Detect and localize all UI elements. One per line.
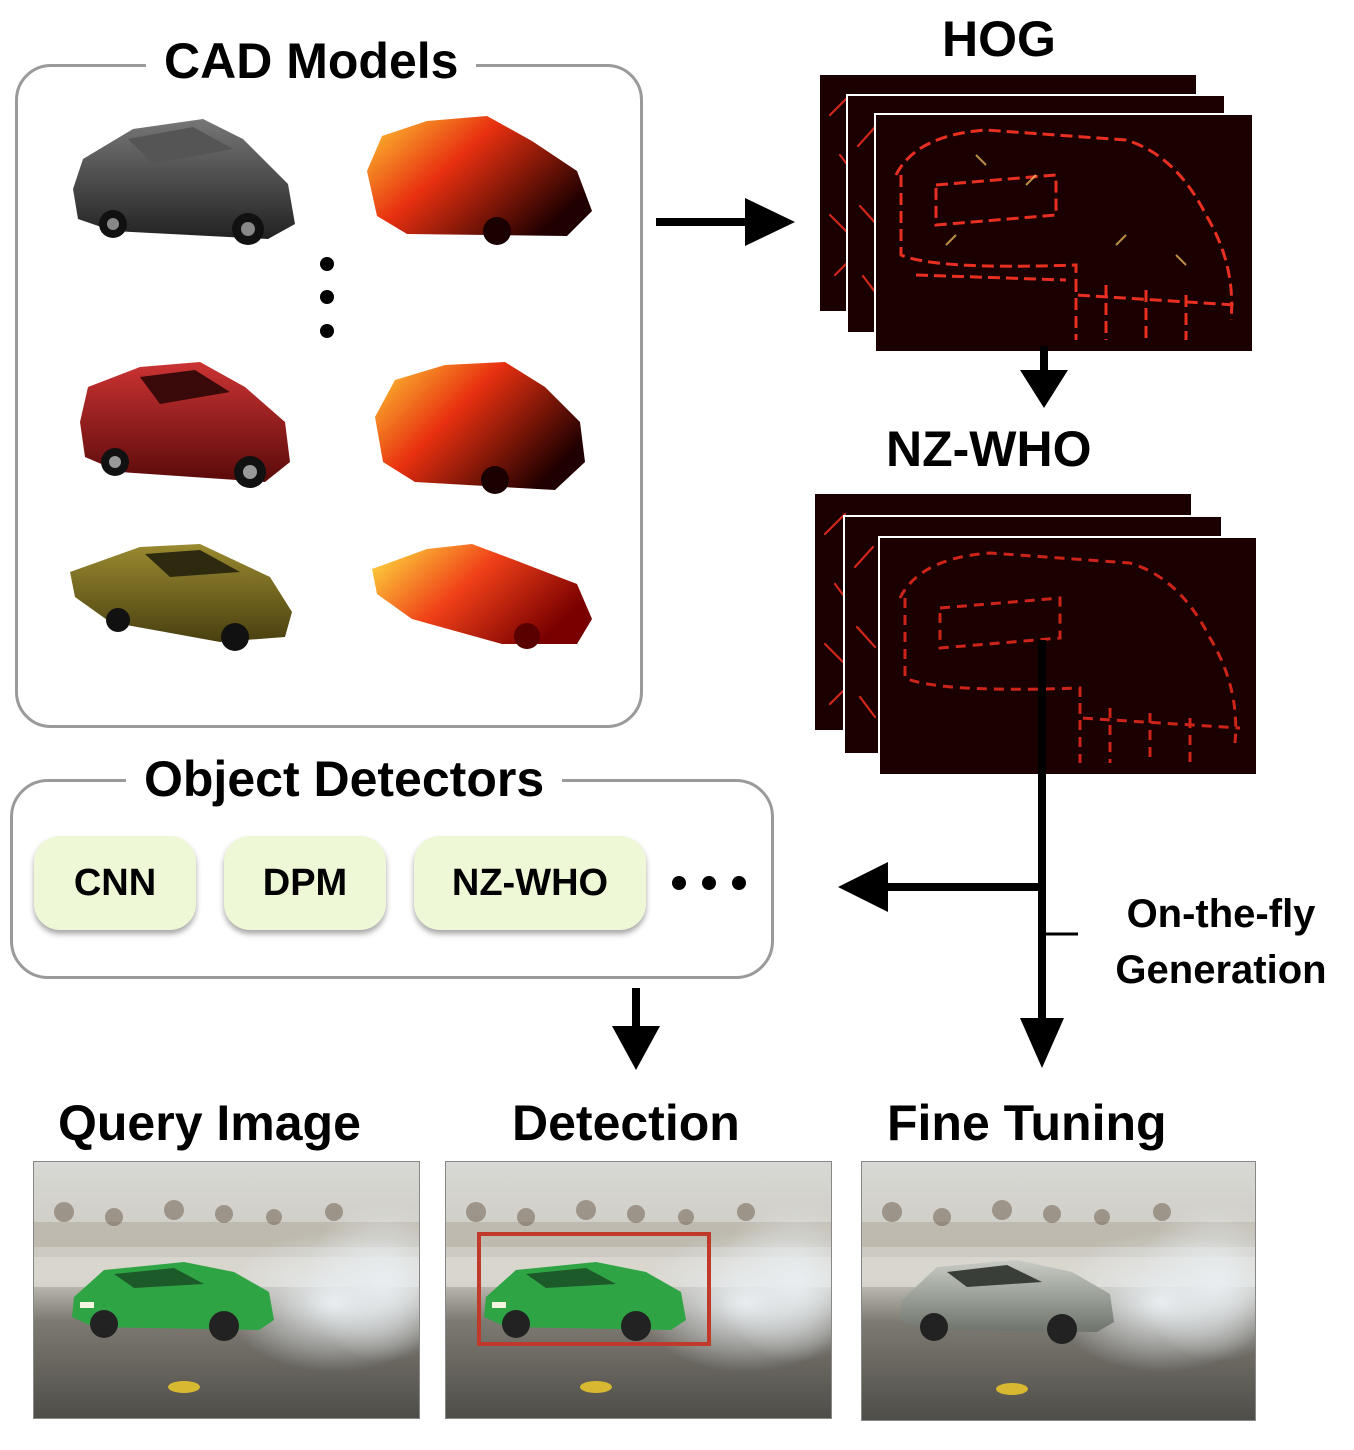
on-the-fly-line1: On-the-fly bbox=[1126, 892, 1316, 936]
detector-dpm: DPM bbox=[224, 836, 386, 930]
object-detectors-title: Object Detectors bbox=[126, 754, 563, 804]
arrow-to-nzwho bbox=[1020, 346, 1068, 408]
hog-title: HOG bbox=[942, 11, 1056, 67]
race-scene bbox=[862, 1162, 1255, 1420]
nzwho-feature-map bbox=[878, 536, 1258, 776]
detectors-ellipsis bbox=[672, 876, 746, 890]
car-render-icon bbox=[73, 119, 295, 245]
on-the-fly-line2: Generation bbox=[1115, 948, 1327, 992]
ellipsis-dot bbox=[320, 290, 334, 304]
cad-models-content bbox=[70, 116, 592, 651]
detector-nzwho: NZ-WHO bbox=[414, 836, 646, 930]
nzwho-title: NZ-WHO bbox=[886, 421, 1092, 477]
car-render-icon bbox=[70, 544, 292, 651]
depth-map-icon bbox=[375, 362, 585, 494]
query-image-title: Query Image bbox=[58, 1095, 361, 1151]
nzwho-feature-pattern bbox=[898, 551, 1241, 763]
on-the-fly-label: On-the-fly Generation bbox=[1088, 886, 1354, 998]
detection-box bbox=[477, 1232, 711, 1346]
depth-map-icon bbox=[367, 116, 592, 245]
detection-title: Detection bbox=[512, 1095, 740, 1151]
depth-map-icon bbox=[372, 544, 592, 649]
fine-tuning-title: Fine Tuning bbox=[887, 1095, 1167, 1151]
ellipsis-dot bbox=[320, 257, 334, 271]
arrow-to-detection bbox=[612, 988, 660, 1070]
fine-tuning-image bbox=[861, 1161, 1256, 1421]
arrow-to-detectors bbox=[838, 862, 888, 912]
cad-models-title: CAD Models bbox=[146, 36, 477, 86]
race-scene bbox=[446, 1162, 831, 1418]
nzwho-connectors bbox=[838, 640, 1078, 1068]
car-render-icon bbox=[80, 362, 290, 488]
query-image bbox=[33, 1161, 420, 1419]
arrow-to-finetune bbox=[1020, 1018, 1064, 1068]
nzwho-feature-pattern bbox=[853, 545, 877, 719]
hog-feature-map bbox=[874, 113, 1254, 353]
detection-image bbox=[445, 1161, 832, 1419]
ellipsis-dot bbox=[320, 324, 334, 338]
hog-feature-pattern bbox=[894, 128, 1237, 340]
race-scene bbox=[34, 1162, 419, 1418]
nzwho-feature-pattern bbox=[823, 512, 852, 706]
arrow-to-hog bbox=[656, 198, 795, 246]
detector-cnn: CNN bbox=[34, 836, 196, 930]
